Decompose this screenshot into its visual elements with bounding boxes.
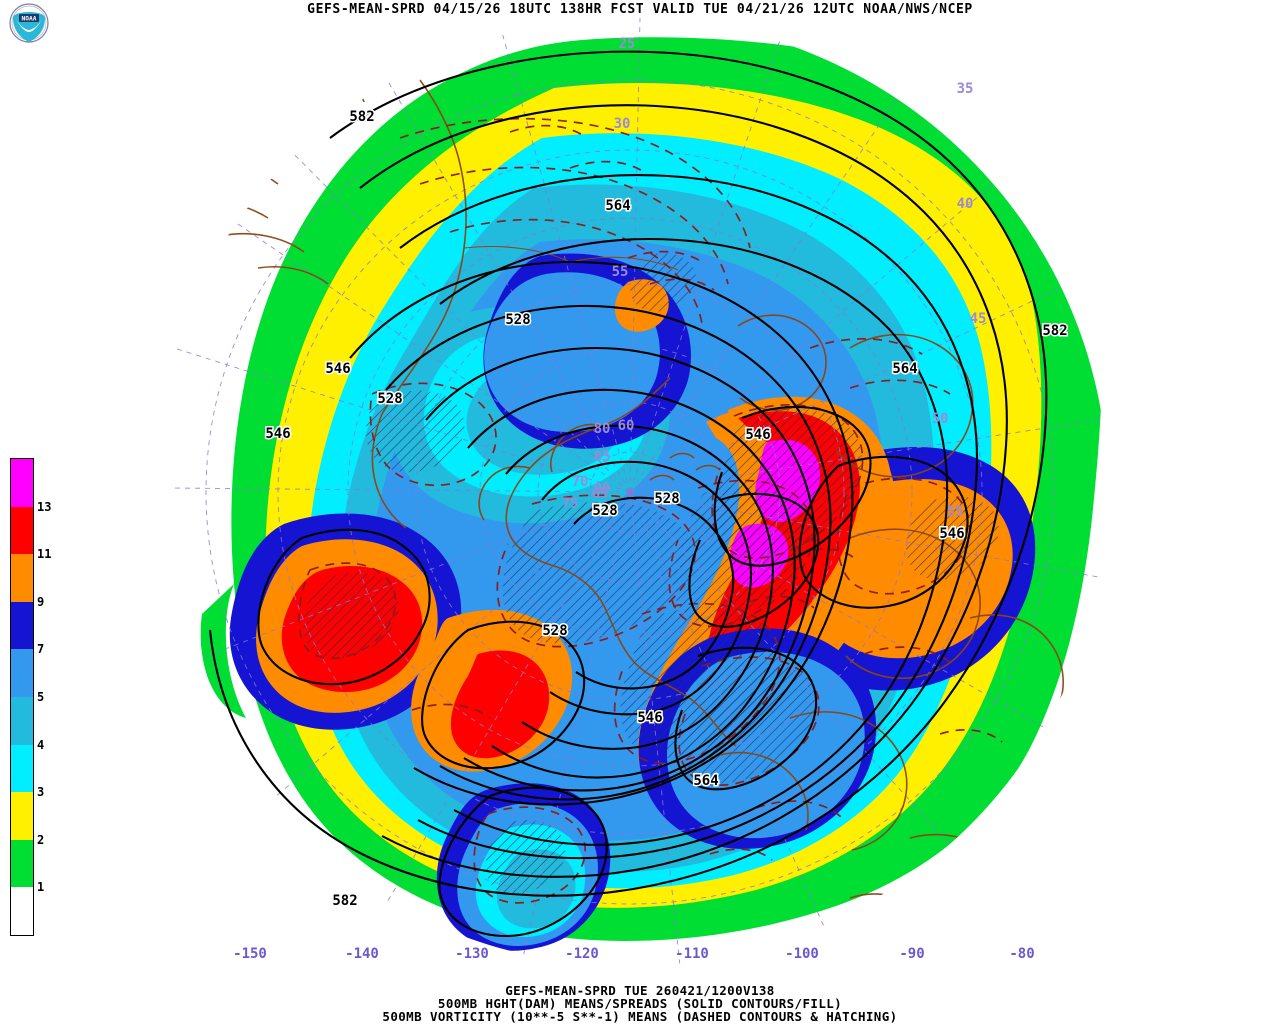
colorbar-tick-label: 11 — [37, 547, 52, 562]
colorbar-cell — [11, 601, 33, 650]
colorbar-cell — [11, 649, 33, 697]
longitude-label: -130 — [455, 946, 489, 962]
height-contour-label-halo: 582 — [1042, 323, 1067, 339]
height-contour-label: 528 — [592, 503, 617, 519]
latitude-label: 60 — [618, 418, 635, 434]
height-contour-label: 564 — [693, 773, 718, 789]
height-contour-label: 564 — [892, 361, 917, 377]
height-contour-label: 528 — [377, 391, 402, 407]
noaa-logo: NOAA — [6, 2, 52, 46]
height-contour-label-halo: 528 — [377, 391, 402, 407]
height-contour-label-halo: 528 — [542, 623, 567, 639]
height-contour-label-halo: 546 — [325, 361, 350, 377]
height-contour-label-halo: 528 — [505, 312, 530, 328]
latlon-grid — [152, 18, 1108, 966]
latitude-label: 85 — [594, 449, 611, 465]
height-contour-label: 528 — [654, 491, 679, 507]
height-contour-label: 546 — [265, 426, 290, 442]
colorbar-cell — [11, 887, 33, 935]
longitude-label: -150 — [233, 946, 267, 962]
colorbar-tick-label: 5 — [37, 690, 45, 704]
longitude-label: -80 — [1009, 946, 1034, 962]
caption-line-2: 500MB HGHT(DAM) MEANS/SPREADS (SOLID CON… — [437, 996, 843, 1011]
latitude-label: 55 — [947, 504, 964, 520]
latitude-label: 35 — [957, 81, 974, 97]
colorbar-tick-label: 7 — [37, 642, 45, 657]
latitude-label: 30 — [614, 116, 631, 132]
colorbar-cell — [11, 792, 33, 840]
height-contour-label-halo: 546 — [265, 426, 290, 442]
height-contour-label: 582 — [349, 109, 374, 125]
height-contour-label-halo: 528 — [654, 491, 679, 507]
page-title: GEFS-MEAN-SPRD 04/15/26 18UTC 138HR FCST… — [307, 2, 973, 17]
height-contour-label: 546 — [939, 526, 964, 542]
colorbar-tick-label: 2 — [37, 832, 45, 847]
svg-text:NOAA: NOAA — [22, 16, 37, 23]
height-contour-label-halo: 528 — [592, 503, 617, 519]
latitude-label: 80 — [594, 421, 611, 437]
colorbar-tick-label: 13 — [37, 499, 52, 514]
caption-block: GEFS-MEAN-SPRD TUE 260421/1200V138 500MB… — [0, 984, 1280, 1023]
colorbar-tick-label: 1 — [37, 880, 45, 895]
height-contour-label-halo: 582 — [349, 109, 374, 125]
height-contour-label-halo: 582 — [332, 893, 357, 909]
longitude-label: -140 — [345, 946, 379, 962]
colorbar-cell — [11, 839, 33, 888]
colorbar-tick-label: 9 — [37, 594, 45, 609]
height-contour-label-halo: 546 — [637, 710, 662, 726]
height-contour-label: 546 — [325, 361, 350, 377]
latitude-label: 65 — [592, 486, 609, 502]
colorbar-cell — [11, 506, 33, 555]
colorbar-tick-label: 3 — [37, 785, 45, 800]
height-contour-label-halo: 564 — [605, 198, 630, 214]
longitude-label: -110 — [675, 946, 709, 962]
spread-colorbar: 13 11 9 7 5 4 3 2 1 — [10, 458, 51, 936]
height-contour-label: 528 — [542, 623, 567, 639]
height-contour-label: 546 — [745, 427, 770, 443]
latitude-label: 40 — [957, 196, 974, 212]
height-contour-label-halo: 546 — [745, 427, 770, 443]
height-contour-label: 582 — [1042, 323, 1067, 339]
colorbar-cell — [11, 696, 33, 745]
colorbar-tick-label: 4 — [37, 737, 45, 752]
map-canvas: 582 582 582 582 582 582 564 564 564 564 564 564 546 5… — [150, 18, 1110, 966]
height-contour-label-halo: 564 — [892, 361, 917, 377]
colorbar-cell — [11, 744, 33, 793]
latitude-label: 45 — [970, 311, 987, 327]
latitude-label: 25 — [619, 36, 636, 52]
caption-line-1: GEFS-MEAN-SPRD TUE 260421/1200V138 — [505, 983, 775, 998]
longitude-label: -90 — [899, 946, 924, 962]
latitude-label: 50 — [932, 411, 949, 427]
latitude-label: 90 — [594, 481, 611, 497]
height-contour-label-halo: 546 — [939, 526, 964, 542]
latitude-label: 55 — [612, 264, 629, 280]
longitude-label: -100 — [785, 946, 819, 962]
height-contour-label-halo: 564 — [693, 773, 718, 789]
height-contour-label: 564 — [605, 198, 630, 214]
height-contours — [208, 50, 1048, 938]
height-contour-label: 582 — [332, 893, 357, 909]
colorbar-cell — [11, 554, 33, 602]
colorbar-cell — [11, 459, 33, 507]
height-contour-label: 528 — [505, 312, 530, 328]
latitude-label: 70 — [572, 474, 589, 490]
height-contour-label: 546 — [637, 710, 662, 726]
longitude-label: -120 — [565, 946, 599, 962]
caption-line-3: 500MB VORTICITY (10**-5 S**-1) MEANS (DA… — [382, 1009, 898, 1024]
latitude-label: 75 — [562, 496, 579, 512]
